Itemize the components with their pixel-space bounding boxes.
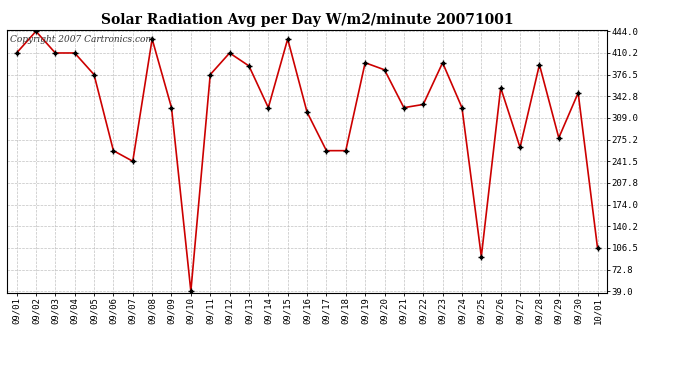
Title: Solar Radiation Avg per Day W/m2/minute 20071001: Solar Radiation Avg per Day W/m2/minute … [101,13,513,27]
Text: Copyright 2007 Cartronics.com: Copyright 2007 Cartronics.com [10,35,154,44]
